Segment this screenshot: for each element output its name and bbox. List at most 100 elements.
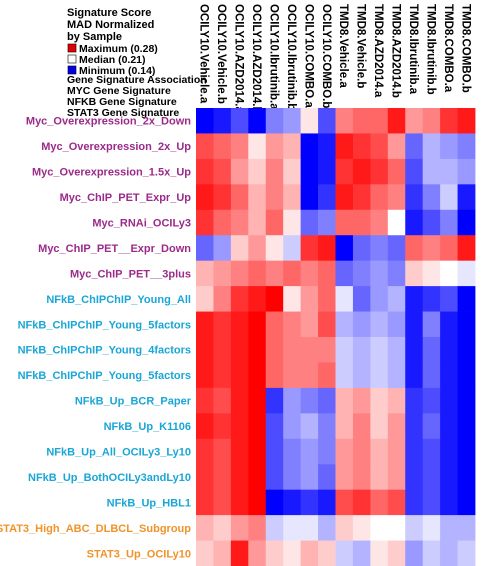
heatmap-cells (196, 108, 476, 566)
heatmap-cell (265, 311, 284, 338)
heatmap-cell (370, 337, 389, 363)
heatmap-cell (335, 108, 354, 134)
heatmap-cell (335, 235, 354, 262)
heatmap-cell (283, 311, 302, 338)
heatmap-cell (283, 540, 302, 566)
heatmap-cell (422, 158, 441, 185)
heatmap-cell (283, 108, 302, 134)
heatmap-cell (230, 413, 249, 440)
heatmap-cell (457, 464, 476, 491)
heatmap-cell (230, 158, 249, 185)
heatmap-cell (300, 158, 319, 185)
heatmap-cell (196, 464, 214, 491)
column-label: OCILY10.AZD2014.b (250, 4, 262, 114)
row-label: NFkB_Up_All_OCILy3_Ly10 (46, 447, 191, 459)
heatmap-cell (352, 362, 371, 389)
heatmap-cell (440, 413, 458, 440)
row-label: NFkB_ChIPChIP_Young_5factors (18, 319, 191, 331)
heatmap-cell (318, 311, 336, 338)
heatmap-cell (230, 209, 249, 236)
heatmap-cell (387, 209, 406, 236)
heatmap-cell (370, 362, 389, 389)
heatmap-cell (265, 362, 284, 389)
heatmap-cell (387, 235, 406, 262)
heatmap-cell (300, 108, 319, 134)
heatmap-cell (196, 286, 214, 312)
heatmap-cell (422, 209, 441, 236)
heatmap-cell (196, 413, 214, 440)
heatmap-cell (213, 235, 232, 262)
heatmap-cell (387, 184, 406, 211)
heatmap-cell (196, 337, 214, 363)
row-label: NFkB_ChIPChIP_Young_4factors (18, 345, 191, 357)
legend-association-title: Gene Signature Association (67, 74, 207, 86)
heatmap-cell (405, 337, 424, 363)
heatmap-cell (213, 515, 232, 541)
heatmap-cell (213, 108, 232, 134)
heatmap-cell (248, 438, 267, 465)
heatmap-cell (352, 235, 371, 262)
heatmap-cell (422, 184, 441, 211)
heatmap-cell (422, 362, 441, 389)
heatmap-cell (248, 311, 267, 338)
heatmap-cell (230, 133, 249, 160)
heatmap-cell (318, 515, 336, 541)
heatmap-cell (283, 387, 302, 414)
heatmap-cell (405, 235, 424, 262)
heatmap-cell (335, 209, 354, 236)
heatmap-cell (283, 413, 302, 440)
column-label: OCILY10.COMBO.b (320, 4, 332, 108)
heatmap-cell (440, 489, 458, 516)
row-label: STAT3_High_ABC_DLBCL_Subgroup (0, 523, 191, 535)
heatmap-cell (352, 260, 371, 287)
heatmap-cell (213, 286, 232, 312)
row-label: Myc_RNAi_OCILy3 (92, 218, 191, 230)
heatmap-cell (457, 158, 476, 185)
heatmap-cell (422, 108, 441, 134)
column-label: OCILY10.Vehicle.a (198, 4, 210, 104)
heatmap-cell (196, 260, 214, 287)
heatmap-cell (335, 413, 354, 440)
legend-label-minimum: Minimum (0.14) (79, 65, 155, 77)
legend-label-median: Median (0.21) (79, 54, 146, 66)
heatmap-cell (265, 413, 284, 440)
heatmap-cell (196, 133, 214, 160)
column-label: TMD8.COMBO.a (442, 4, 454, 93)
heatmap-cell (352, 158, 371, 185)
heatmap-cell (352, 337, 371, 363)
row-label: Myc_ChIP_PET_Expr_Up (60, 192, 192, 204)
heatmap-cell (457, 489, 476, 516)
heatmap-cell (387, 311, 406, 338)
heatmap-cell (300, 133, 319, 160)
heatmap-cell (335, 158, 354, 185)
heatmap-cell (352, 387, 371, 414)
heatmap-cell (283, 362, 302, 389)
legend: Signature Score MAD Normalized by Sample… (67, 7, 207, 119)
heatmap-cell (405, 464, 424, 491)
row-label: Myc_Overexpression_2x_Down (26, 116, 191, 128)
heatmap-cell (440, 515, 458, 541)
heatmap-cell (457, 260, 476, 287)
legend-title-line: Signature Score (67, 7, 151, 19)
heatmap-cell (405, 158, 424, 185)
heatmap-cell (248, 362, 267, 389)
column-label: TMD8.COMBO.b (459, 4, 471, 93)
heatmap-cell (387, 337, 406, 363)
heatmap-cell (248, 209, 267, 236)
heatmap-cell (440, 387, 458, 414)
column-label: OCILY10.COMBO.a (302, 4, 314, 108)
heatmap-cell (318, 464, 336, 491)
heatmap-cell (248, 489, 267, 516)
heatmap-cell (387, 158, 406, 185)
heatmap-cell (387, 108, 406, 134)
heatmap-cell (230, 286, 249, 312)
heatmap-cell (230, 311, 249, 338)
heatmap-cell (440, 133, 458, 160)
heatmap-cell (265, 209, 284, 236)
heatmap-cell (335, 337, 354, 363)
heatmap-cell (405, 515, 424, 541)
heatmap-cell (196, 362, 214, 389)
legend-title-line: by Sample (67, 31, 122, 43)
heatmap-cell (370, 286, 389, 312)
heatmap-cell (318, 387, 336, 414)
